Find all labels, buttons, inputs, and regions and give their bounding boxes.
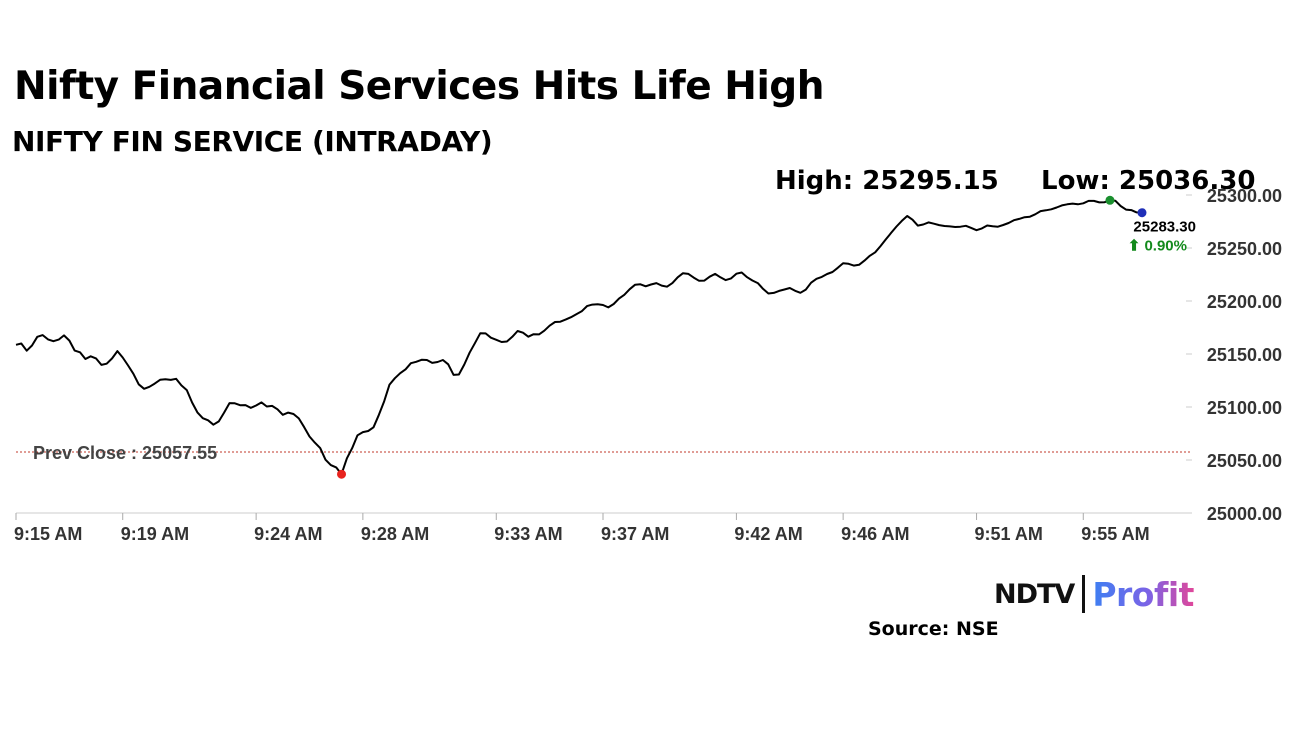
x-tick-label: 9:28 AM [361,524,429,544]
x-tick-label: 9:24 AM [254,524,322,544]
x-tick-label: 9:51 AM [975,524,1043,544]
ndtv-logo-text: NDTV [994,578,1075,610]
y-tick-label: 25200.00 [1207,292,1282,312]
y-tick-label: 25050.00 [1207,451,1282,471]
profit-logo-text: Profit [1092,574,1194,614]
price-series-line [15,199,1143,476]
y-tick-label: 25300.00 [1207,186,1282,206]
day-high-label: High: 25295.15 [775,166,999,196]
x-tick-label: 9:19 AM [121,524,189,544]
day-high-marker [1105,195,1115,205]
day-low-label: Low: 25036.30 [1041,166,1256,196]
day-low-marker [337,469,347,479]
last-price-marker [1137,208,1147,218]
y-tick-label: 25250.00 [1207,239,1282,259]
x-tick-label: 9:37 AM [601,524,669,544]
x-tick-label: 9:33 AM [494,524,562,544]
ndtv-profit-logo: NDTV Profit [994,572,1194,616]
y-tick-label: 25100.00 [1207,398,1282,418]
x-tick-label: 9:46 AM [841,524,909,544]
change-percent-label: ⬆ 0.90% [1128,238,1187,255]
source-label: Source: NSE [868,618,999,640]
y-tick-label: 25150.00 [1207,345,1282,365]
x-tick-label: 9:15 AM [14,524,82,544]
chart-title: NIFTY FIN SERVICE (INTRADAY) [12,125,493,158]
y-axis: 25300.00 25250.00 25200.00 25150.00 25100.00… [1186,186,1282,524]
last-price-label: 25283.30 [1133,219,1196,236]
prev-close-label: Prev Close : 25057.55 [33,443,217,463]
x-tick-label: 9:42 AM [734,524,802,544]
x-axis: 9:15 AM 9:19 AM 9:24 AM 9:28 AM 9:33 AM 9:37 … [14,512,1190,544]
logo-divider [1082,575,1086,613]
y-tick-label: 25000.00 [1207,504,1282,524]
x-tick-label: 9:55 AM [1081,524,1149,544]
headline: Nifty Financial Services Hits Life High [14,64,825,109]
